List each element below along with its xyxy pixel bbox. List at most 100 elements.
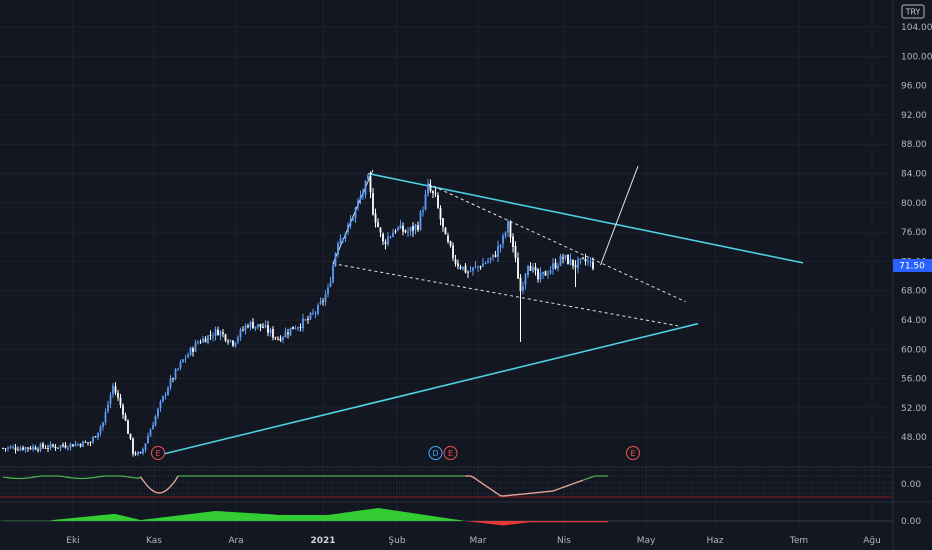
price-tick-label: 92.00: [901, 111, 927, 121]
candle-body: [462, 266, 464, 270]
candle-body: [339, 238, 342, 245]
candle-body: [264, 325, 267, 328]
price-tick-label: 52.00: [901, 404, 927, 414]
candle-body: [302, 318, 304, 329]
candle-body: [234, 342, 237, 346]
candle-body: [89, 442, 92, 444]
time-tick-label: Şub: [388, 536, 405, 546]
candle-body: [174, 369, 177, 379]
candle-body: [562, 257, 564, 259]
time-tick-label: Mar: [470, 536, 487, 546]
time-tick-label: Ara: [228, 536, 243, 546]
candle-body: [162, 395, 164, 402]
candle-body: [19, 448, 22, 451]
price-tick-label: 104.00: [901, 23, 932, 33]
candle-body: [342, 238, 344, 240]
candle-body: [199, 342, 202, 344]
candle-body: [217, 329, 219, 336]
candle-body: [359, 196, 362, 200]
oscillator-2-zero-label: 0.00: [901, 517, 921, 527]
candle-body: [539, 272, 542, 280]
candle-body: [207, 335, 209, 344]
trendline[interactable]: [367, 172, 804, 264]
candle-body: [209, 335, 212, 336]
candle-body: [337, 243, 339, 255]
candle-body: [129, 433, 132, 439]
trendline[interactable]: [427, 183, 686, 303]
candle-body: [427, 184, 429, 195]
candle-body: [119, 397, 122, 406]
earnings-marker[interactable]: [443, 446, 458, 460]
candle-body: [289, 327, 292, 336]
candle-body: [59, 445, 62, 448]
candle-body: [362, 192, 364, 196]
candle-body: [12, 446, 14, 448]
candle-body: [347, 224, 349, 232]
candle-body: [382, 233, 384, 242]
candle-body: [567, 254, 569, 265]
time-tick-label: May: [637, 536, 656, 546]
candle-body: [64, 445, 67, 448]
candle-body: [459, 266, 462, 269]
candle-body: [569, 258, 572, 265]
candle-body: [244, 325, 247, 331]
candle-body: [292, 326, 294, 330]
trendline[interactable]: [600, 165, 639, 266]
candle-body: [344, 233, 347, 239]
candle-body: [307, 318, 309, 320]
candle-body: [214, 329, 217, 337]
candle-body: [354, 207, 357, 218]
candle-body: [87, 442, 89, 444]
candle-body: [434, 193, 437, 195]
candle-body: [142, 449, 144, 454]
candle-body: [367, 175, 369, 180]
trendline[interactable]: [332, 263, 679, 327]
candle-body: [277, 338, 279, 340]
candle-body: [492, 254, 494, 258]
currency-badge[interactable]: TRY: [901, 4, 925, 19]
candle-body: [524, 274, 527, 285]
candle-body: [97, 432, 99, 438]
time-tick-label: Nis: [557, 536, 571, 546]
candle-body: [54, 446, 57, 449]
candle-body: [547, 274, 549, 275]
time-tick-label: 2021: [310, 536, 335, 546]
price-tick-label: 76.00: [901, 228, 927, 238]
candle-body: [109, 395, 112, 405]
candle-body: [154, 416, 157, 426]
time-tick-label: Haz: [706, 536, 723, 546]
earnings-marker[interactable]: [151, 446, 165, 460]
candle-body: [572, 259, 574, 266]
candle-body: [414, 224, 417, 230]
dividend-marker-label: D: [432, 449, 438, 458]
earnings-marker[interactable]: [626, 446, 640, 460]
candle-body: [529, 266, 532, 271]
price-tick-label: 56.00: [901, 375, 927, 385]
candle-body: [589, 261, 592, 263]
candle-body: [407, 231, 409, 233]
oscillator-1-line-weak: [139, 475, 584, 497]
trendline[interactable]: [160, 322, 699, 456]
price-tick-label: 80.00: [901, 199, 927, 209]
candle-body: [69, 443, 72, 448]
candle-body: [369, 175, 372, 193]
candle-body: [164, 394, 167, 396]
candle-body: [149, 429, 152, 437]
candle-body: [592, 261, 594, 269]
candle-body: [537, 269, 539, 280]
price-tick-label: 100.00: [901, 52, 932, 62]
dividend-marker[interactable]: [428, 446, 443, 460]
candle-body: [349, 220, 352, 226]
time-axis[interactable]: Eki Kas Ara 2021 Şub Mar Nis May Haz Tem Ağu: [66, 536, 880, 546]
candle-body: [327, 287, 329, 295]
candle-body: [152, 425, 154, 430]
candle-body: [552, 263, 554, 270]
candle-body: [447, 235, 449, 242]
candle-body: [429, 184, 432, 192]
candle-body: [279, 338, 282, 341]
candle-body: [469, 271, 472, 272]
candle-body: [449, 241, 452, 246]
candle-body: [402, 225, 404, 232]
candle-body: [187, 354, 189, 358]
